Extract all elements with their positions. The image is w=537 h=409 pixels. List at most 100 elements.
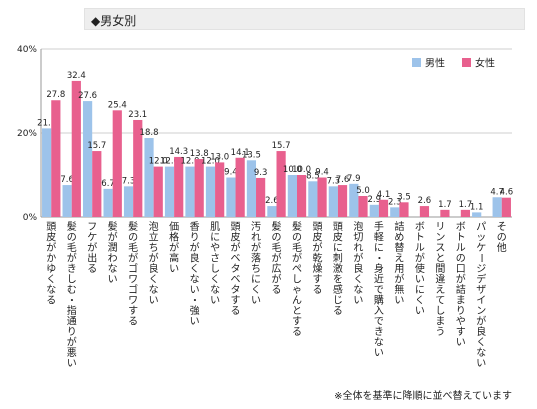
bar-male bbox=[144, 138, 154, 217]
svg-text:が: が bbox=[87, 241, 97, 254]
svg-text:ゴ: ゴ bbox=[128, 262, 138, 275]
data-label-female: 23.1 bbox=[128, 110, 147, 120]
data-label-male: 4.7 bbox=[490, 187, 504, 197]
svg-text:い: い bbox=[456, 338, 466, 349]
bar-male bbox=[226, 177, 236, 217]
svg-text:す: す bbox=[312, 274, 322, 286]
data-label-male: 27.6 bbox=[78, 91, 97, 101]
data-label-female: 12.0 bbox=[149, 157, 168, 167]
svg-text:き: き bbox=[67, 263, 77, 275]
svg-text:が: が bbox=[394, 273, 404, 286]
bar-female bbox=[194, 159, 204, 217]
svg-text:が: が bbox=[190, 241, 200, 254]
svg-text:れ: れ bbox=[353, 242, 363, 254]
bar-male bbox=[185, 166, 195, 217]
data-label-female: 1.7 bbox=[438, 200, 452, 210]
svg-text:が: が bbox=[272, 273, 282, 286]
svg-text:ち: ち bbox=[251, 263, 261, 275]
chart-title: ◆男女別 bbox=[91, 14, 137, 28]
data-label-female: 3.5 bbox=[397, 192, 411, 202]
svg-text:良: 良 bbox=[476, 325, 486, 338]
svg-text:・: ・ bbox=[65, 295, 76, 305]
data-label-male: 21.1 bbox=[37, 118, 56, 128]
svg-text:な: な bbox=[108, 263, 118, 275]
svg-text:り: り bbox=[190, 232, 200, 244]
svg-text:デ: デ bbox=[476, 273, 486, 286]
svg-text:い: い bbox=[394, 296, 404, 307]
svg-text:ー: ー bbox=[475, 253, 486, 263]
svg-text:落: 落 bbox=[251, 253, 261, 265]
svg-text:り: り bbox=[456, 305, 466, 317]
bar-female bbox=[501, 197, 511, 217]
svg-text:ジ: ジ bbox=[476, 264, 486, 275]
svg-text:髪: 髪 bbox=[128, 221, 138, 233]
svg-text:パ: パ bbox=[476, 221, 486, 233]
category-label: その他 bbox=[497, 221, 507, 254]
bar-male bbox=[62, 185, 72, 217]
svg-text:で: で bbox=[374, 317, 384, 328]
svg-text:く: く bbox=[415, 296, 425, 307]
svg-text:が: が bbox=[415, 252, 425, 265]
svg-text:広: 広 bbox=[272, 262, 282, 275]
svg-text:い: い bbox=[190, 285, 200, 296]
bar-female bbox=[296, 175, 307, 217]
svg-text:う: う bbox=[435, 326, 445, 338]
svg-text:頭: 頭 bbox=[46, 221, 56, 233]
svg-text:・: ・ bbox=[188, 295, 199, 305]
data-label-male: 2.3 bbox=[388, 197, 402, 207]
svg-text:が: が bbox=[169, 241, 179, 254]
data-label-female: 25.4 bbox=[108, 100, 127, 110]
svg-text:む: む bbox=[67, 284, 77, 296]
svg-text:と: と bbox=[435, 253, 445, 265]
bar-male bbox=[308, 181, 318, 217]
svg-text:が: が bbox=[128, 252, 138, 265]
svg-text:毛: 毛 bbox=[128, 242, 138, 254]
svg-text:ゴ: ゴ bbox=[128, 283, 138, 296]
data-label-male: 2.6 bbox=[265, 196, 279, 206]
svg-text:良: 良 bbox=[353, 262, 363, 275]
data-label-female: 9.4 bbox=[315, 168, 329, 178]
svg-text:切: 切 bbox=[353, 232, 363, 244]
svg-text:間: 間 bbox=[435, 263, 445, 275]
svg-text:る: る bbox=[333, 305, 343, 317]
y-tick-label: 40% bbox=[17, 45, 37, 55]
svg-text:い: い bbox=[169, 264, 179, 275]
svg-text:ル: ル bbox=[456, 243, 466, 254]
svg-text:無: 無 bbox=[394, 283, 404, 296]
svg-text:い: い bbox=[476, 359, 486, 370]
svg-text:ト: ト bbox=[456, 233, 466, 244]
data-label-male: 13.5 bbox=[242, 150, 261, 160]
bar-female bbox=[153, 166, 163, 217]
svg-text:め: め bbox=[394, 232, 404, 244]
svg-text:髪: 髪 bbox=[67, 221, 77, 233]
svg-text:な: な bbox=[374, 337, 384, 349]
svg-text:ま: ま bbox=[435, 316, 445, 328]
svg-text:タ: タ bbox=[231, 284, 241, 296]
chart-title-box: ◆男女別 bbox=[84, 8, 525, 30]
svg-text:皮: 皮 bbox=[312, 231, 322, 244]
svg-text:や: や bbox=[210, 242, 220, 254]
svg-text:悪: 悪 bbox=[67, 347, 77, 359]
svg-text:ッ: ッ bbox=[476, 233, 486, 244]
svg-text:香: 香 bbox=[190, 221, 200, 233]
svg-text:が: が bbox=[292, 252, 302, 265]
legend-label-female: 女性 bbox=[475, 57, 495, 70]
svg-text:ゃ: ゃ bbox=[292, 285, 302, 296]
svg-text:の: の bbox=[456, 254, 466, 265]
bar-female bbox=[440, 209, 450, 217]
data-label-male: 1.1 bbox=[470, 202, 484, 212]
svg-text:が: が bbox=[456, 273, 466, 286]
bar-male bbox=[390, 207, 400, 217]
svg-text:れ: れ bbox=[251, 232, 261, 244]
svg-text:潤: 潤 bbox=[108, 242, 118, 254]
svg-text:皮: 皮 bbox=[333, 231, 343, 244]
svg-text:購: 購 bbox=[374, 294, 384, 307]
data-label-male: 10.0 bbox=[283, 165, 302, 175]
